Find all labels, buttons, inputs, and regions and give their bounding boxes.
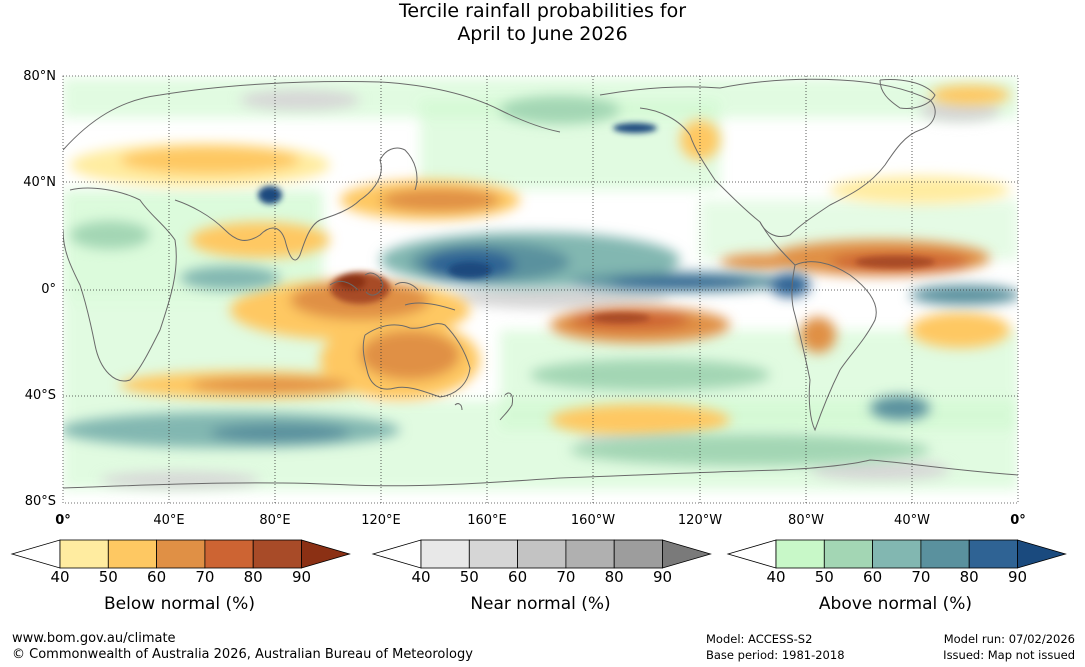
- below-normal-tick-label: 60: [147, 568, 167, 586]
- near-normal-colorbar-segment: [613, 539, 663, 569]
- above-normal-colorbar-segment: [823, 539, 873, 569]
- below-normal-colorbar-low-extend: [10, 539, 61, 569]
- lon-label-40w: 40°W: [894, 513, 930, 528]
- above-normal-colorbar-segment: [968, 539, 1018, 569]
- lon-label-120e: 120°E: [361, 513, 401, 528]
- above-normal-tick-label: 80: [959, 568, 979, 586]
- above-normal-colorbar-segment: [775, 539, 825, 569]
- lat-label-0: 0°: [41, 282, 56, 297]
- lon-label-160w: 160°W: [570, 513, 616, 528]
- near-normal-colorbar-segment: [468, 539, 518, 569]
- above-normal-colorbar-segment: [872, 539, 922, 569]
- colorbars: [10, 539, 1067, 569]
- title-line-2: April to June 2026: [457, 23, 628, 45]
- above-normal-colorbar-segment: [920, 539, 970, 569]
- above-normal-tick-label: 40: [766, 568, 786, 586]
- lon-label-80e: 80°E: [259, 513, 291, 528]
- below-normal-colorbar-segment: [156, 539, 206, 569]
- above-normal-colorbar-low-extend: [726, 539, 777, 569]
- near-normal-title: Near normal (%): [470, 594, 611, 614]
- near-normal-tick-label: 40: [411, 568, 431, 586]
- lon-label-120w: 120°W: [677, 513, 723, 528]
- footer-copyright: © Commonwealth of Australia 2026, Austra…: [12, 647, 473, 662]
- lat-label-40s: 40°S: [24, 388, 56, 403]
- below-normal-tick-label: 70: [195, 568, 215, 586]
- above-normal-title: Above normal (%): [818, 594, 973, 614]
- near-normal-colorbar-segment: [565, 539, 615, 569]
- lon-label-160e: 160°E: [467, 513, 507, 528]
- below-normal-tick-label: 50: [98, 568, 118, 586]
- near-normal-tick-label: 70: [556, 568, 576, 586]
- below-normal-colorbar-segment: [204, 539, 254, 569]
- probability-field: [63, 76, 1018, 503]
- coastlines: [63, 78, 1018, 489]
- title-line-1: Tercile rainfall probabilities for: [398, 0, 687, 22]
- lat-label-80n: 80°N: [23, 69, 56, 84]
- near-normal-tick-label: 80: [604, 568, 624, 586]
- below-normal-colorbar-segment: [59, 539, 109, 569]
- near-normal-tick-label: 90: [652, 568, 673, 586]
- map-frame: [62, 75, 1019, 504]
- near-normal-colorbar-low-extend: [371, 539, 422, 569]
- footer-model: Model: ACCESS-S2: [706, 632, 813, 646]
- near-normal-colorbar-segment: [420, 539, 470, 569]
- above-normal-tick-label: 50: [814, 568, 834, 586]
- footer-model-run: Model run: 07/02/2026: [943, 632, 1075, 646]
- below-normal-tick-label: 80: [243, 568, 263, 586]
- above-normal-colorbar-high-extend: [1017, 539, 1067, 569]
- footer-issued: Issued: Map not issued: [943, 648, 1075, 662]
- above-normal-tick-label: 90: [1007, 568, 1028, 586]
- lon-label-0: 0°: [55, 513, 71, 528]
- lat-label-40n: 40°N: [23, 175, 56, 190]
- graticule: [63, 76, 1018, 503]
- below-normal-colorbar-segment: [252, 539, 302, 569]
- below-normal-title: Below normal (%): [104, 594, 255, 614]
- above-normal-tick-label: 70: [911, 568, 931, 586]
- above-normal-tick-label: 60: [863, 568, 883, 586]
- near-normal-tick-label: 50: [459, 568, 479, 586]
- map-title: Tercile rainfall probabilities for April…: [0, 0, 1085, 46]
- lat-label-80s: 80°S: [24, 494, 56, 509]
- lon-label-0-east: 0°: [1010, 513, 1026, 528]
- below-normal-colorbar-high-extend: [301, 539, 351, 569]
- lon-label-40e: 40°E: [153, 513, 185, 528]
- below-normal-tick-label: 40: [50, 568, 70, 586]
- footer-base-period: Base period: 1981-2018: [706, 648, 845, 662]
- near-normal-colorbar-segment: [517, 539, 567, 569]
- below-normal-tick-label: 90: [291, 568, 312, 586]
- near-normal-colorbar-high-extend: [662, 539, 712, 569]
- near-normal-tick-label: 60: [508, 568, 528, 586]
- lon-label-80w: 80°W: [788, 513, 824, 528]
- below-normal-colorbar-segment: [107, 539, 158, 569]
- footer-website: www.bom.gov.au/climate: [12, 631, 176, 646]
